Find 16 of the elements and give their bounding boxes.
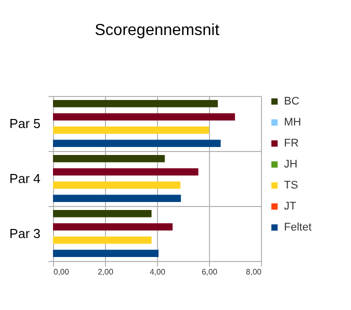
legend-label: MH [284,116,302,128]
x-tick-label: 4,00 [150,268,166,276]
legend-label: BC [284,96,300,108]
x-tick-label: 2,00 [98,268,114,276]
legend-label: TS [284,180,298,192]
legend-label: JT [284,200,296,212]
x-tick-label: 8,00 [246,268,262,276]
chart-title: Scoregennemsnit [94,22,220,39]
y-tick-label: Par 3 [9,226,40,241]
legend-label: Feltet [284,222,312,234]
legend-label: JH [284,158,298,170]
y-tick-label: Par 4 [9,171,40,186]
x-tick-label: 6,00 [202,268,218,276]
y-tick-label: Par 5 [9,116,40,131]
legend-label: FR [284,138,299,150]
x-tick-label: 0,00 [54,268,70,276]
